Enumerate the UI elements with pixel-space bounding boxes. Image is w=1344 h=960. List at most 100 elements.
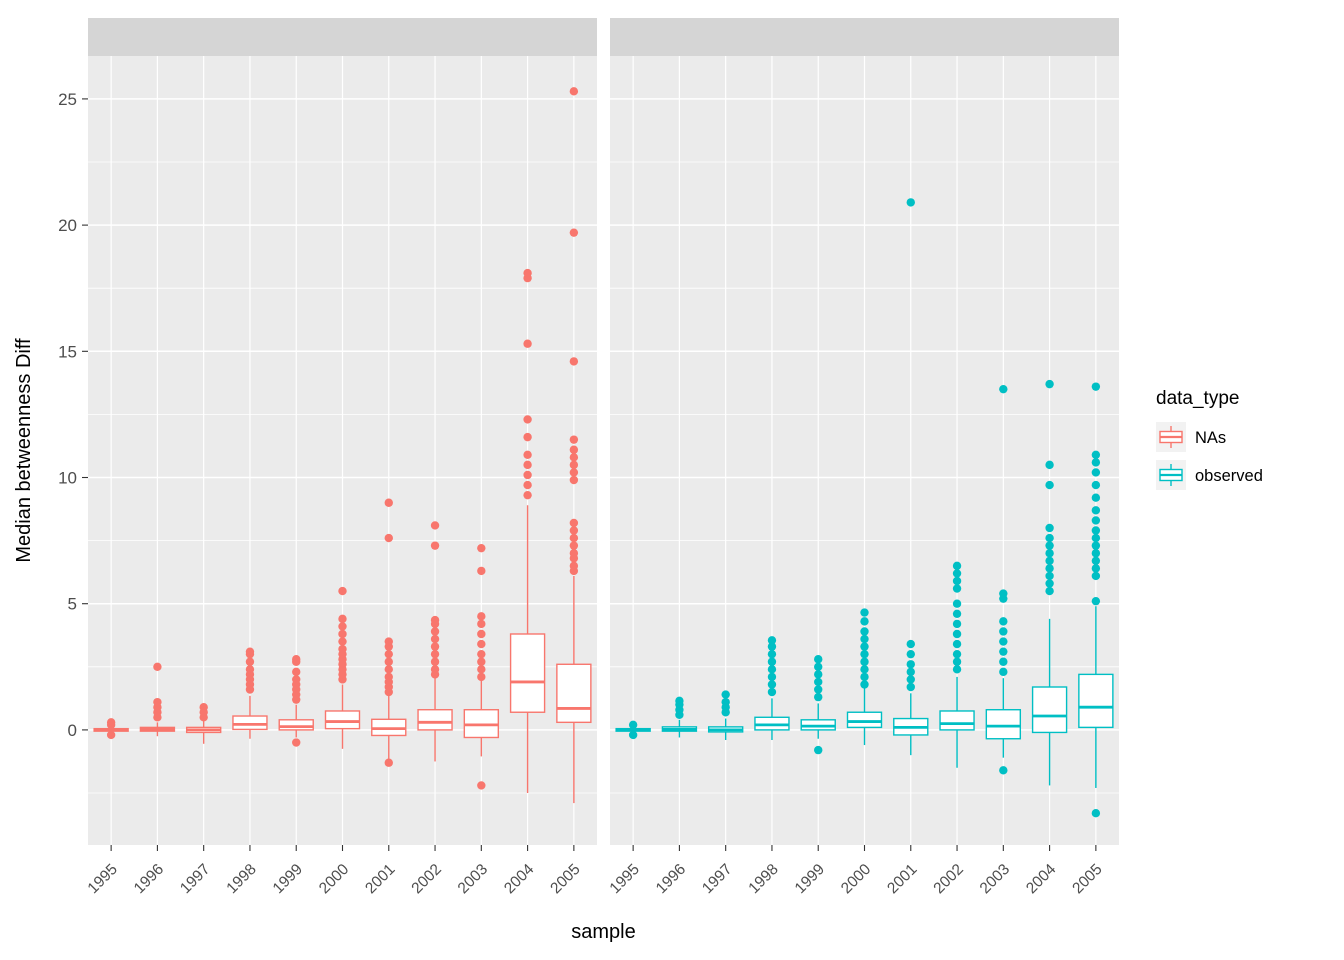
x-tick-label: 2004 — [1023, 861, 1060, 898]
x-tick-label: 1999 — [792, 861, 828, 897]
outlier-point — [628, 720, 638, 730]
outlier-point — [767, 642, 777, 651]
outlier-point — [153, 697, 162, 707]
outlier-point — [384, 672, 393, 682]
outlier-point — [952, 657, 962, 666]
box-NAs-1999 — [278, 655, 314, 747]
box-body — [985, 709, 1022, 740]
outlier-point — [1091, 382, 1101, 391]
outlier-point — [1045, 541, 1054, 550]
outlier-point — [860, 665, 869, 674]
legend-entry-observed: observed — [1156, 460, 1263, 490]
outlier-point — [523, 268, 532, 278]
outlier-point — [1091, 541, 1101, 550]
outlier-point — [292, 738, 301, 747]
box-body — [1078, 673, 1114, 729]
x-tick-label: 2004 — [501, 861, 538, 898]
outlier-point — [1091, 808, 1101, 818]
outlier-point — [952, 609, 962, 619]
outlier-point — [569, 561, 579, 571]
outlier-point — [1045, 564, 1054, 573]
outlier-point — [338, 637, 347, 646]
outlier-point — [767, 672, 777, 682]
legend-title: data_type — [1156, 388, 1239, 409]
x-tick-label: 1996 — [131, 861, 167, 897]
x-tick-label: 2000 — [838, 861, 875, 898]
outlier-point — [430, 615, 440, 625]
y-tick-label: 25 — [58, 90, 77, 109]
box-observed-2003 — [985, 384, 1022, 775]
legend: data_type NAs observed — [1156, 388, 1263, 490]
outlier-point — [860, 608, 869, 617]
outlier-point — [1045, 480, 1054, 490]
outlier-point — [814, 655, 823, 664]
facet-strip-observed — [610, 18, 1119, 56]
outlier-point — [477, 639, 486, 649]
box-observed-2000 — [846, 608, 883, 746]
y-tick-label: 15 — [58, 342, 77, 361]
box-body — [278, 719, 314, 731]
y-tick-label: 0 — [68, 721, 77, 740]
outlier-point — [569, 453, 579, 462]
facet-strip-NAs — [88, 18, 597, 56]
outlier-point — [338, 586, 347, 596]
box-body — [939, 710, 975, 731]
box-observed-2002 — [939, 561, 975, 768]
outlier-point — [523, 470, 532, 480]
outlier-point — [569, 541, 579, 550]
box-NAs-2002 — [417, 521, 453, 762]
box-body — [846, 711, 883, 729]
outlier-point — [338, 629, 347, 639]
outlier-point — [952, 665, 962, 674]
outlier-point — [1045, 579, 1054, 588]
box-NAs-1997 — [185, 702, 222, 744]
outlier-point — [767, 636, 777, 645]
x-tick-label: 1998 — [223, 861, 259, 897]
outlier-point — [999, 384, 1008, 394]
outlier-point — [569, 445, 579, 454]
outlier-point — [860, 642, 869, 651]
outlier-point — [523, 450, 532, 459]
outlier-point — [477, 612, 486, 621]
outlier-point — [952, 584, 962, 593]
outlier-point — [569, 357, 579, 366]
outlier-point — [338, 644, 347, 654]
y-tick-label: 20 — [58, 216, 77, 235]
outlier-point — [106, 718, 116, 727]
outlier-point — [675, 696, 684, 706]
outlier-point — [860, 657, 869, 666]
legend-entry-NAs: NAs — [1156, 422, 1226, 452]
outlier-point — [477, 619, 486, 629]
outlier-point — [1091, 468, 1101, 477]
outlier-point — [999, 617, 1008, 626]
outlier-point — [384, 657, 393, 666]
outlier-point — [952, 619, 962, 629]
outlier-point — [477, 672, 486, 682]
outlier-point — [1091, 450, 1101, 459]
x-tick-label: 2002 — [930, 861, 966, 897]
outlier-point — [430, 642, 440, 651]
outlier-point — [906, 660, 915, 669]
outlier-point — [1045, 571, 1054, 581]
outlier-point — [1091, 526, 1101, 535]
outlier-point — [860, 680, 869, 689]
outlier-point — [1091, 564, 1101, 573]
outlier-point — [106, 730, 116, 740]
x-tick-label: 1997 — [177, 861, 213, 897]
outlier-point — [999, 589, 1008, 598]
outlier-point — [338, 614, 347, 624]
outlier-point — [430, 649, 440, 659]
outlier-point — [814, 745, 823, 755]
outlier-point — [1091, 556, 1101, 565]
outlier-point — [477, 781, 486, 790]
box-NAs-2005 — [556, 87, 592, 804]
x-tick-label: 2003 — [977, 861, 1013, 897]
x-tick-label: 2003 — [455, 861, 491, 897]
legend-entry-label: observed — [1195, 467, 1263, 485]
outlier-point — [477, 649, 486, 659]
outlier-point — [430, 665, 440, 674]
x-tick-label: 1999 — [270, 861, 306, 897]
outlier-point — [292, 655, 301, 664]
outlier-point — [999, 667, 1008, 677]
